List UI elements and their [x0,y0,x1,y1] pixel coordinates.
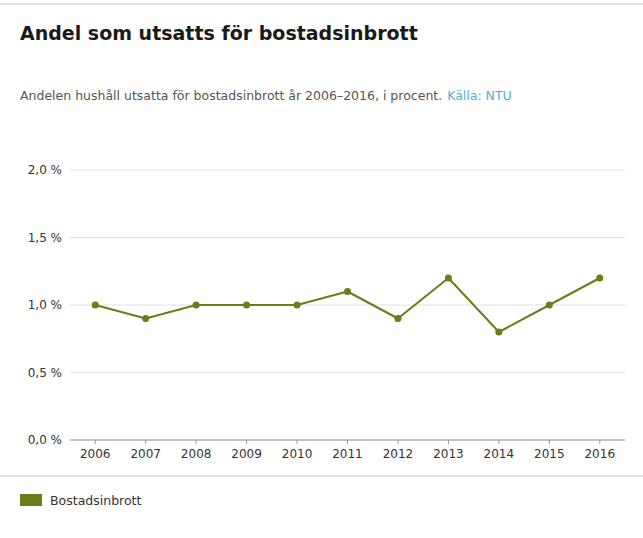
x-tick [397,440,398,444]
x-tick [599,440,600,444]
point [344,288,351,295]
title: Andel som utsatts för bostadsinbrott [20,22,418,44]
x-tick-label: 2015 [534,447,565,461]
plot-data [92,275,604,336]
point [546,302,553,309]
point [243,302,250,309]
x-axis: 2006 2007 2008 2009 2010 2011 2012 2013 2014 2015… [80,440,615,461]
legend-swatch [20,494,42,506]
x-tick-label: 2013 [433,447,464,461]
y-tick-label: 2,0 % [28,163,62,177]
point [596,275,603,282]
chart: Andel som utsatts för bostadsinbrott Ande… [0,0,643,538]
x-tick-label: 2012 [383,447,414,461]
x-tick [498,440,499,444]
x-tick-label: 2007 [130,447,161,461]
x-tick-label: 2008 [181,447,212,461]
point [394,315,401,322]
top-border [0,4,643,5]
y-tick-label: 0,0 % [28,433,62,447]
x-tick-label: 2010 [282,447,313,461]
x-tick [297,440,298,444]
point [445,275,452,282]
point [495,329,502,336]
y-tick-label: 1,0 % [28,298,62,312]
x-tick-label: 2009 [231,447,262,461]
x-tick [145,440,146,444]
x-tick [448,440,449,444]
point [142,315,149,322]
source-annotation: Källa: NTU [447,88,512,103]
x-tick [95,440,96,444]
grid-line [70,305,625,306]
grid-line [70,372,625,373]
x-tick [347,440,348,444]
y-axis: 0,0 % 0,5 % 1,0 % 1,5 % 2,0 % [28,163,625,447]
y-tick-label: 1,5 % [28,231,62,245]
x-tick-label: 2011 [332,447,363,461]
x-tick-label: 2006 [80,447,111,461]
legend: Bostadsinbrott [20,493,141,508]
x-tick-label: 2016 [584,447,615,461]
legend-separator [0,476,643,477]
line [95,278,600,332]
x-tick [196,440,197,444]
point [294,302,301,309]
subtitle: Andelen hushåll utsatta för bostadsinbro… [20,88,442,103]
grid-line [70,237,625,238]
x-tick [246,440,247,444]
x-tick-label: 2014 [484,447,515,461]
x-tick [549,440,550,444]
grid-line [70,170,625,171]
point [193,302,200,309]
legend-label: Bostadsinbrott [50,493,141,508]
point [92,302,99,309]
y-tick-label: 0,5 % [28,366,62,380]
subtitle-line: Andelen hushåll utsatta för bostadsinbro… [20,88,512,103]
